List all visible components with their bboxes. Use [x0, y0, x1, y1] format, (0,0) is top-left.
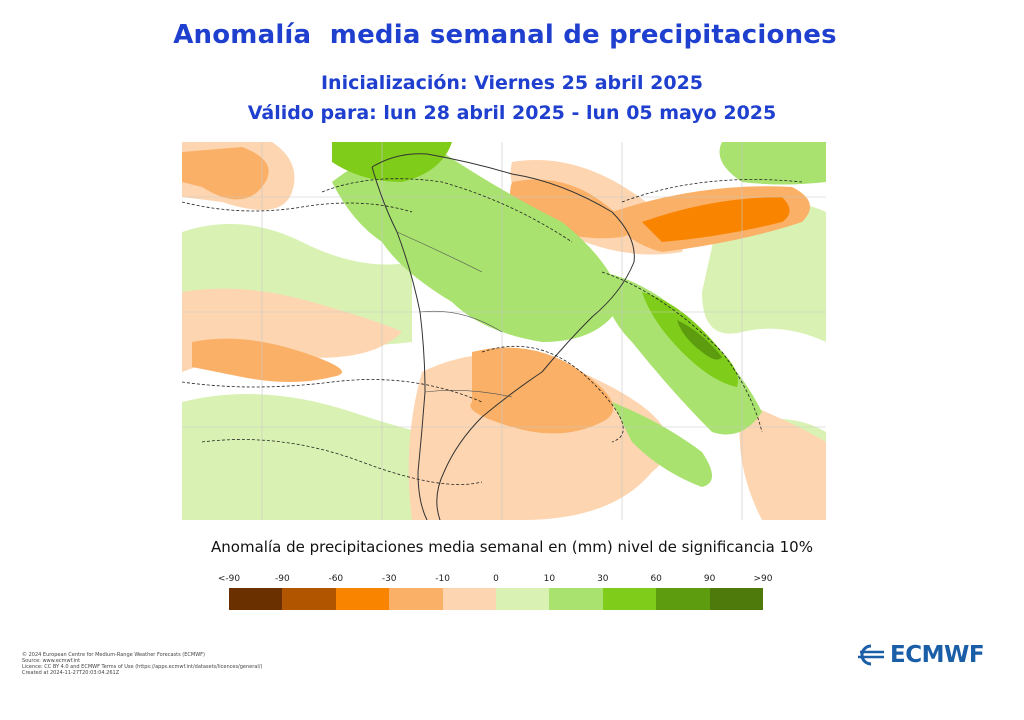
logo-text: ECMWF — [890, 642, 985, 668]
footer-line: Created at 2024-11-27T20:03:04.261Z — [22, 670, 120, 676]
legend-swatch — [335, 588, 390, 610]
green-region — [332, 150, 622, 342]
map-grid — [182, 142, 826, 520]
legend-swatch — [496, 588, 550, 610]
footer-line: Licence: CC BY 4.0 and ECMWF Terms of Us… — [22, 664, 263, 670]
legend-tick-labels: <-90 -90 -60 -30 -10 0 10 30 60 90 >90 — [218, 574, 773, 586]
coastline-east — [371, 153, 635, 520]
green-region — [719, 142, 826, 185]
legend-tick-label: >90 — [753, 574, 773, 584]
legend-swatch — [602, 588, 657, 610]
legend-swatch — [229, 588, 283, 610]
legend-swatch — [709, 588, 764, 610]
map-caption: Anomalía de precipitaciones media semana… — [211, 538, 813, 556]
light-green-region — [182, 394, 482, 520]
footer-line: Source: www.ecmwf.int — [22, 658, 81, 664]
very-strong-green-region — [677, 320, 722, 360]
valid-period: Válido para: lun 28 abril 2025 - lun 05 … — [247, 102, 777, 124]
legend-swatch — [389, 588, 443, 610]
ecmwf-logo-icon — [858, 644, 884, 666]
legend-tick-label: -60 — [328, 574, 344, 584]
footer-line: © 2024 European Centre for Medium-Range … — [22, 652, 205, 658]
green-region — [612, 402, 712, 487]
strong-orange-region — [642, 197, 790, 242]
legend-swatch — [656, 588, 710, 610]
legend-tick-label: 90 — [703, 574, 716, 584]
legend-tick-label: -10 — [435, 574, 450, 584]
legend-tick-label: 30 — [597, 574, 609, 584]
legend-tick-label: 10 — [543, 574, 556, 584]
legend-tick-label: 60 — [650, 574, 662, 584]
map-title: Anomalía media semanal de precipitacione… — [173, 20, 837, 50]
strong-green-region — [332, 142, 452, 182]
color-legend — [229, 588, 764, 610]
map-canvas — [182, 142, 826, 520]
country-borders — [396, 231, 513, 398]
ecmwf-logo: ECMWF — [856, 642, 985, 668]
green-region — [602, 272, 762, 435]
legend-swatch — [549, 588, 603, 610]
legend-tick-label: 0 — [493, 574, 499, 584]
precipitation-anomaly-map — [182, 142, 826, 520]
initialization-date: Inicialización: Viernes 25 abril 2025 — [320, 72, 704, 94]
coastline-west — [371, 166, 428, 520]
orange-region — [182, 147, 269, 200]
copyright-footer: © 2024 European Centre for Medium-Range … — [22, 652, 262, 676]
legend-tick-label: -30 — [381, 574, 397, 584]
significance-contours — [182, 178, 803, 485]
legend-tick-label: -90 — [275, 574, 290, 584]
legend-tick-label: <-90 — [217, 574, 241, 584]
legend-swatch — [442, 588, 497, 610]
orange-region — [192, 338, 342, 382]
light-orange-region — [739, 402, 826, 520]
legend-swatch — [282, 588, 336, 610]
